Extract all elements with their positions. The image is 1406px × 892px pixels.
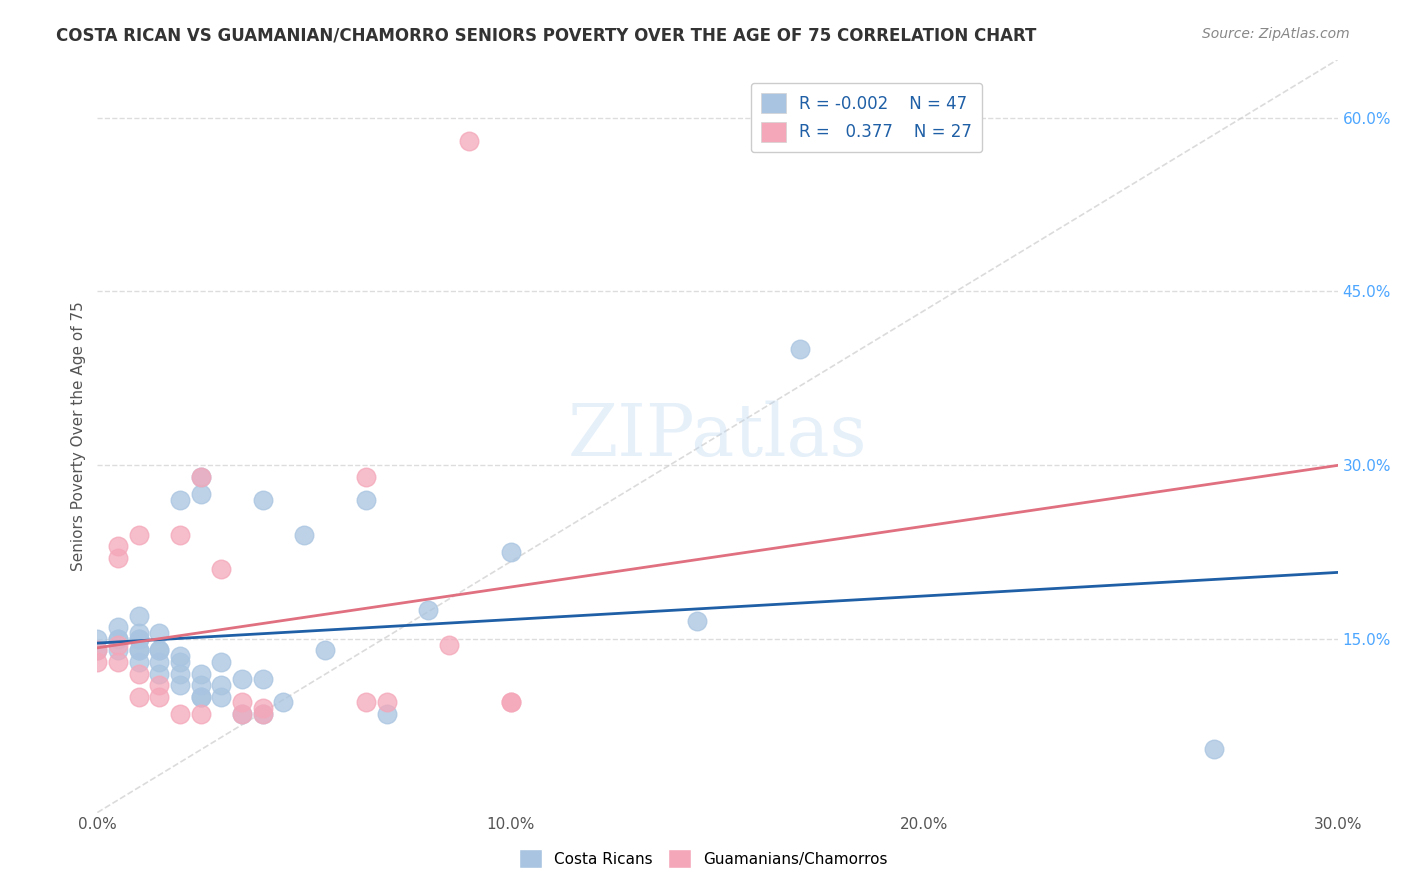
Point — [128, 643, 150, 657]
Point — [209, 562, 232, 576]
Text: COSTA RICAN VS GUAMANIAN/CHAMORRO SENIORS POVERTY OVER THE AGE OF 75 CORRELATION: COSTA RICAN VS GUAMANIAN/CHAMORRO SENIOR… — [56, 27, 1036, 45]
Point — [86, 643, 108, 657]
Point — [375, 707, 398, 722]
Point — [252, 701, 274, 715]
Point — [354, 492, 377, 507]
Point — [209, 690, 232, 704]
Point — [252, 707, 274, 722]
Point — [107, 620, 129, 634]
Point — [209, 655, 232, 669]
Point — [169, 655, 191, 669]
Point — [375, 696, 398, 710]
Point — [128, 655, 150, 669]
Point — [148, 678, 170, 692]
Point — [128, 527, 150, 541]
Point — [107, 632, 129, 646]
Point — [148, 666, 170, 681]
Point — [458, 134, 481, 148]
Point — [190, 690, 212, 704]
Point — [190, 666, 212, 681]
Point — [209, 678, 232, 692]
Point — [273, 696, 295, 710]
Text: Source: ZipAtlas.com: Source: ZipAtlas.com — [1202, 27, 1350, 41]
Point — [148, 643, 170, 657]
Point — [169, 649, 191, 664]
Point — [190, 469, 212, 483]
Point — [148, 690, 170, 704]
Point — [148, 643, 170, 657]
Point — [499, 545, 522, 559]
Point — [128, 690, 150, 704]
Point — [231, 707, 253, 722]
Point — [107, 655, 129, 669]
Point — [128, 632, 150, 646]
Point — [128, 666, 150, 681]
Point — [128, 626, 150, 640]
Point — [190, 678, 212, 692]
Point — [1202, 741, 1225, 756]
Point — [789, 342, 811, 356]
Point — [169, 492, 191, 507]
Point — [292, 527, 315, 541]
Point — [354, 696, 377, 710]
Point — [416, 603, 439, 617]
Point — [86, 632, 108, 646]
Legend: R = -0.002    N = 47, R =   0.377    N = 27: R = -0.002 N = 47, R = 0.377 N = 27 — [751, 83, 981, 152]
Point — [169, 707, 191, 722]
Point — [148, 655, 170, 669]
Point — [128, 643, 150, 657]
Point — [190, 469, 212, 483]
Point — [190, 487, 212, 501]
Point — [686, 615, 709, 629]
Point — [86, 655, 108, 669]
Text: ZIPatlas: ZIPatlas — [568, 401, 868, 471]
Point — [148, 626, 170, 640]
Point — [252, 492, 274, 507]
Point — [169, 678, 191, 692]
Y-axis label: Seniors Poverty Over the Age of 75: Seniors Poverty Over the Age of 75 — [72, 301, 86, 571]
Point — [437, 638, 460, 652]
Point — [169, 527, 191, 541]
Point — [499, 696, 522, 710]
Point — [169, 666, 191, 681]
Point — [107, 539, 129, 553]
Point — [107, 550, 129, 565]
Point — [231, 673, 253, 687]
Point — [86, 643, 108, 657]
Point — [107, 643, 129, 657]
Point — [107, 632, 129, 646]
Point — [231, 696, 253, 710]
Point — [190, 707, 212, 722]
Point — [314, 643, 336, 657]
Legend: Costa Ricans, Guamanians/Chamorros: Costa Ricans, Guamanians/Chamorros — [510, 841, 896, 875]
Point — [128, 632, 150, 646]
Point — [190, 690, 212, 704]
Point — [128, 608, 150, 623]
Point — [252, 707, 274, 722]
Point — [107, 638, 129, 652]
Point — [354, 469, 377, 483]
Point — [499, 696, 522, 710]
Point — [231, 707, 253, 722]
Point — [252, 673, 274, 687]
